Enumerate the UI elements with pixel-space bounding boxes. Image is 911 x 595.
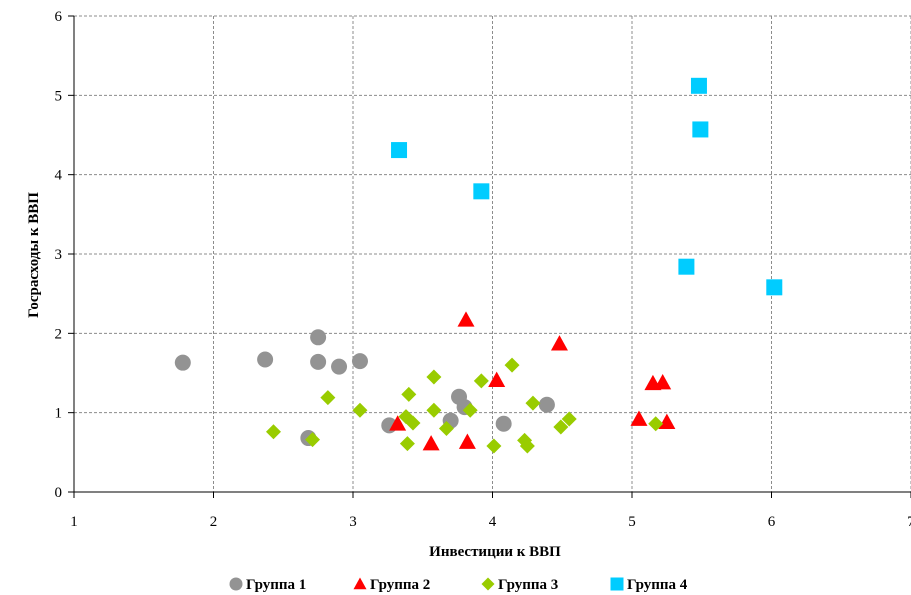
data-point xyxy=(257,351,274,368)
series-group-1 xyxy=(174,329,555,447)
data-point xyxy=(174,354,191,371)
data-point xyxy=(486,438,502,454)
x-tick-label: 3 xyxy=(349,514,357,530)
data-point xyxy=(488,371,506,387)
data-point xyxy=(438,421,454,437)
legend-label: Группа 2 xyxy=(370,577,430,593)
legend-label: Группа 1 xyxy=(246,577,306,593)
series-group-2 xyxy=(389,311,676,451)
data-point xyxy=(538,396,555,413)
x-tick-label: 7 xyxy=(907,514,911,530)
x-axis-title: Инвестиции к ВВП xyxy=(429,544,561,560)
data-point xyxy=(525,395,541,411)
data-point xyxy=(320,390,336,406)
legend-label: Группа 3 xyxy=(498,577,558,593)
data-point xyxy=(504,357,520,373)
data-point xyxy=(401,386,417,402)
data-point xyxy=(426,402,442,418)
legend-marker xyxy=(610,577,624,591)
data-point xyxy=(391,142,408,159)
data-point xyxy=(630,410,648,426)
data-point xyxy=(457,311,475,327)
y-tick-label: 1 xyxy=(55,406,63,422)
data-point xyxy=(458,433,476,449)
data-point xyxy=(519,438,535,454)
data-point xyxy=(678,258,695,275)
y-tick-labels: 0 1 2 3 4 5 6 xyxy=(55,9,63,501)
x-tick-label: 2 xyxy=(210,514,218,530)
data-point xyxy=(265,424,281,440)
axes xyxy=(68,15,911,498)
data-point xyxy=(550,335,568,351)
data-point xyxy=(473,183,490,200)
y-tick-label: 2 xyxy=(55,326,63,342)
series-group-3 xyxy=(265,357,664,454)
x-tick-label: 1 xyxy=(70,514,78,530)
data-point xyxy=(495,415,512,432)
data-point xyxy=(473,373,489,389)
data-point xyxy=(561,411,577,427)
x-tick-label: 6 xyxy=(768,514,776,530)
y-tick-label: 5 xyxy=(55,88,63,104)
y-tick-label: 3 xyxy=(55,247,63,263)
data-points xyxy=(174,77,783,454)
legend-marker xyxy=(481,577,495,591)
data-point xyxy=(553,419,569,435)
x-tick-label: 5 xyxy=(628,514,636,530)
y-tick-label: 4 xyxy=(55,168,63,184)
y-tick-label: 0 xyxy=(55,485,63,501)
data-point xyxy=(692,121,709,138)
y-tick-label: 6 xyxy=(55,9,63,25)
legend-marker xyxy=(353,577,367,590)
data-point xyxy=(399,436,415,452)
grid-lines xyxy=(74,15,911,492)
data-point xyxy=(690,77,707,94)
data-point xyxy=(310,353,327,370)
data-point xyxy=(310,329,327,346)
legend-marker xyxy=(229,577,243,591)
data-point xyxy=(405,415,421,431)
data-point xyxy=(389,415,407,431)
x-tick-label: 4 xyxy=(489,514,497,530)
data-point xyxy=(352,402,368,418)
series-group-4 xyxy=(391,77,783,296)
data-point xyxy=(766,279,783,296)
data-point xyxy=(654,374,672,390)
data-point xyxy=(426,369,442,385)
data-point xyxy=(658,413,676,429)
data-point xyxy=(305,432,321,448)
data-point xyxy=(648,416,664,432)
data-point xyxy=(351,353,368,370)
data-point xyxy=(331,358,348,375)
legend: Группа 1 Группа 2 Группа 3 Группа 4 xyxy=(229,577,688,593)
legend-label: Группа 4 xyxy=(627,577,688,593)
data-point xyxy=(422,435,440,451)
data-point xyxy=(462,402,478,418)
y-axis-title: Госрасходы к ВВП xyxy=(26,192,42,318)
x-tick-labels: 1 2 3 4 5 6 7 xyxy=(70,514,911,530)
